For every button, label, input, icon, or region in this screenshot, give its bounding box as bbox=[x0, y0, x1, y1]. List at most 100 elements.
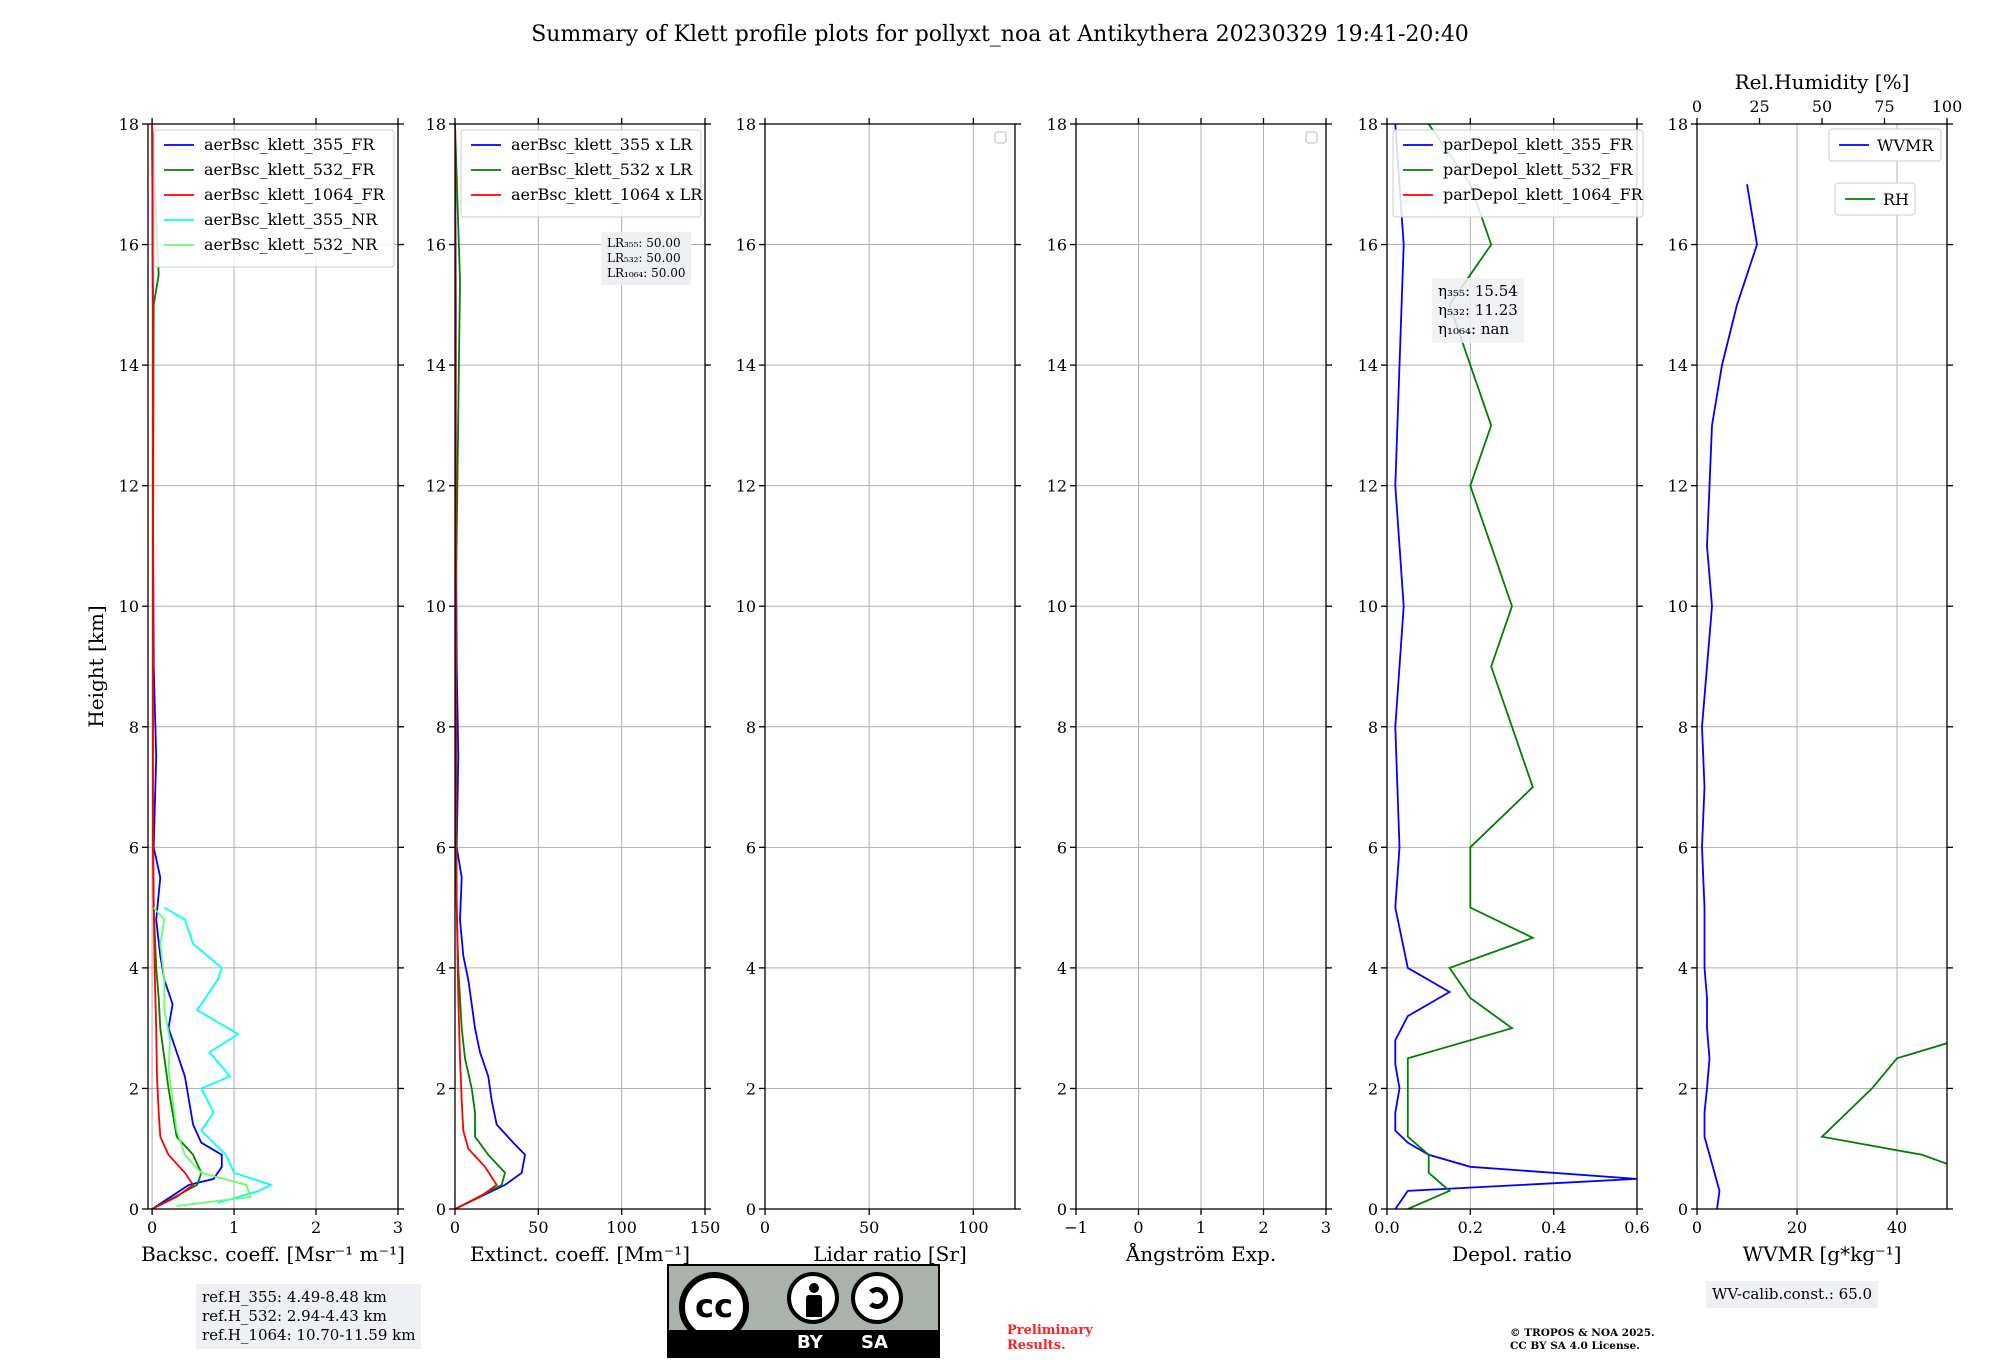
series-line-aerBsc_klett_1064 x LR bbox=[455, 124, 498, 1209]
copyright-line-2: CC BY SA 4.0 License. bbox=[1510, 1340, 1640, 1352]
series-line-aerBsc_klett_532 x LR bbox=[455, 124, 506, 1209]
legend-entry-rh: RH bbox=[1883, 190, 1909, 209]
y-tick-label: 8 bbox=[436, 718, 446, 737]
y-tick-label: 18 bbox=[426, 115, 446, 134]
legend-box bbox=[460, 129, 702, 218]
lr-355: LR₃₅₅: 50.00 bbox=[607, 236, 681, 250]
y-tick-label: 6 bbox=[1678, 838, 1688, 857]
axes-frame bbox=[1696, 123, 1948, 1210]
series-line-parDepol_klett_355_FR bbox=[1394, 124, 1637, 1209]
x-tick-label: 0 bbox=[147, 1218, 157, 1237]
y-tick-label: 6 bbox=[1368, 838, 1378, 857]
eta-355: η₃₅₅: 15.54 bbox=[1438, 282, 1518, 300]
y-tick-label: 6 bbox=[436, 838, 446, 857]
y-tick-label: 10 bbox=[426, 597, 446, 616]
x-axis-label: WVMR [g*kg⁻¹] bbox=[1743, 1242, 1902, 1266]
series-line-aerBsc_klett_532_FR bbox=[151, 124, 203, 1209]
legend-box-wvmr bbox=[1828, 128, 1942, 162]
y-tick-label: 8 bbox=[1057, 718, 1067, 737]
x-tick-label: 0 bbox=[450, 1218, 460, 1237]
x-tick-label: 0 bbox=[760, 1218, 770, 1237]
eta-532: η₅₃₂: 11.23 bbox=[1438, 301, 1518, 319]
x2-tick-label: 0 bbox=[1692, 97, 1702, 116]
refh-532: ref.H_532: 2.94-4.43 km bbox=[202, 1307, 387, 1325]
reference-height-box: ref.H_355: 4.49-8.48 km ref.H_532: 2.94-… bbox=[196, 1284, 422, 1349]
legend-entry: aerBsc_klett_1064 x LR bbox=[511, 185, 703, 204]
y-tick-label: 18 bbox=[1358, 115, 1378, 134]
empty-legend-box bbox=[1305, 131, 1318, 144]
y-tick-label: 4 bbox=[1368, 959, 1378, 978]
y-tick-label: 2 bbox=[129, 1079, 139, 1098]
x-axis-label: Ångström Exp. bbox=[1125, 1241, 1276, 1266]
y-tick-label: 16 bbox=[426, 236, 446, 255]
x-tick-label: 2 bbox=[311, 1218, 321, 1237]
y-tick-label: 14 bbox=[736, 356, 756, 375]
series-line-RH bbox=[1820, 1042, 1947, 1165]
y-tick-label: 4 bbox=[1057, 959, 1067, 978]
y-tick-label: 18 bbox=[736, 115, 756, 134]
legend-entry: aerBsc_klett_532 x LR bbox=[511, 160, 693, 179]
y-tick-label: 0 bbox=[746, 1200, 756, 1219]
x-axis-label: Lidar ratio [Sr] bbox=[813, 1242, 967, 1266]
eta-1064: η₁₀₆₄: nan bbox=[1438, 320, 1510, 338]
y-tick-label: 8 bbox=[1368, 718, 1378, 737]
x-tick-label: −1 bbox=[1064, 1218, 1088, 1237]
axes-frame bbox=[764, 123, 1016, 1210]
y-tick-label: 10 bbox=[1358, 597, 1378, 616]
x2-tick-label: 50 bbox=[1812, 97, 1832, 116]
y-tick-label: 0 bbox=[1057, 1200, 1067, 1219]
axes-frame bbox=[1075, 123, 1327, 1210]
y-tick-label: 0 bbox=[129, 1200, 139, 1219]
y-tick-label: 12 bbox=[1047, 477, 1067, 496]
y-tick-label: 4 bbox=[436, 959, 446, 978]
legend-entry: aerBsc_klett_532_NR bbox=[204, 235, 378, 254]
axes-frame bbox=[147, 123, 399, 1210]
panel-1 bbox=[142, 118, 404, 1215]
panel-3 bbox=[759, 118, 1021, 1215]
preliminary-line-1: Preliminary bbox=[1007, 1323, 1093, 1338]
x-tick-label: 3 bbox=[393, 1218, 403, 1237]
y-tick-label: 14 bbox=[426, 356, 446, 375]
x2-tick-label: 75 bbox=[1874, 97, 1894, 116]
by-label: BY bbox=[797, 1332, 823, 1353]
y-tick-label: 4 bbox=[129, 959, 139, 978]
y-tick-label: 2 bbox=[1678, 1079, 1688, 1098]
copyright-line-1: © TROPOS & NOA 2025. bbox=[1510, 1327, 1655, 1339]
copyright-note: © TROPOS & NOA 2025. CC BY SA 4.0 Licens… bbox=[1510, 1327, 1655, 1353]
y-tick-label: 8 bbox=[129, 718, 139, 737]
series-line-aerBsc_klett_355_FR bbox=[151, 124, 223, 1209]
y-tick-label: 14 bbox=[1668, 356, 1688, 375]
legend-entry: aerBsc_klett_532_FR bbox=[204, 160, 375, 179]
panel-6 bbox=[1691, 118, 1953, 1215]
cc-badge-bar: BY SA bbox=[669, 1330, 938, 1356]
y-tick-label: 12 bbox=[736, 477, 756, 496]
y-tick-label: 10 bbox=[1668, 597, 1688, 616]
axes-frame bbox=[1386, 123, 1638, 1210]
y-axis-label: Height [km] bbox=[84, 605, 108, 727]
y-tick-label: 16 bbox=[1668, 236, 1688, 255]
x-tick-label: 0 bbox=[1692, 1218, 1702, 1237]
x-tick-label: 150 bbox=[690, 1218, 721, 1237]
x-tick-label: 0.0 bbox=[1374, 1218, 1399, 1237]
sa-label: SA bbox=[861, 1332, 888, 1353]
y-tick-label: 16 bbox=[1358, 236, 1378, 255]
x2-axis-label: Rel.Humidity [%] bbox=[1735, 70, 1910, 94]
y-tick-label: 4 bbox=[746, 959, 756, 978]
y-tick-label: 8 bbox=[1678, 718, 1688, 737]
x-tick-label: 40 bbox=[1887, 1218, 1907, 1237]
y-tick-label: 12 bbox=[426, 477, 446, 496]
x-tick-label: 20 bbox=[1787, 1218, 1807, 1237]
y-tick-label: 10 bbox=[736, 597, 756, 616]
x-tick-label: 1 bbox=[229, 1218, 239, 1237]
series-line-aerBsc_klett_355 x LR bbox=[455, 124, 526, 1209]
preliminary-line-2: Results. bbox=[1007, 1338, 1066, 1353]
y-tick-label: 0 bbox=[436, 1200, 446, 1219]
x-tick-label: 3 bbox=[1321, 1218, 1331, 1237]
y-tick-label: 14 bbox=[1047, 356, 1067, 375]
x-tick-label: 0.4 bbox=[1541, 1218, 1566, 1237]
lr-532: LR₅₃₂: 50.00 bbox=[607, 251, 681, 265]
y-tick-label: 6 bbox=[746, 838, 756, 857]
legend-entry-wvmr: WVMR bbox=[1877, 136, 1934, 155]
by-person-icon bbox=[787, 1272, 839, 1324]
